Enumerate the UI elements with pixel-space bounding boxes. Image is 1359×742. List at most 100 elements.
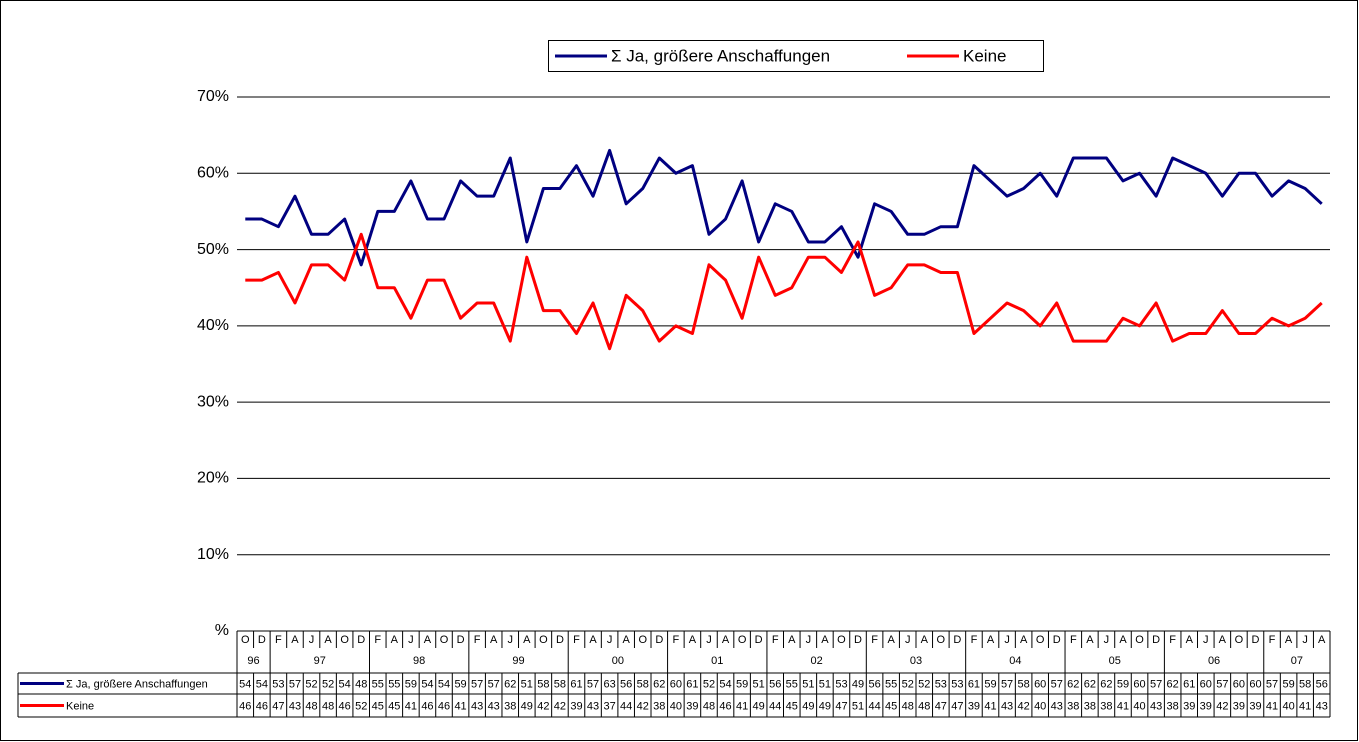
month-label: A	[722, 634, 730, 646]
table-value: 60	[1133, 678, 1145, 690]
month-label: O	[340, 634, 349, 646]
legend-label: Keine	[963, 46, 1006, 65]
table-value: 46	[421, 700, 433, 712]
series-line	[245, 148, 1323, 267]
table-value: 49	[802, 700, 814, 712]
y-tick-label: 70%	[197, 88, 229, 105]
table-value: 45	[885, 700, 897, 712]
table-value: 57	[1150, 678, 1162, 690]
legend-label: Σ Ja, größere Anschaffungen	[611, 46, 830, 65]
table-value: 44	[769, 700, 781, 712]
table-value: 38	[1100, 700, 1112, 712]
month-label: D	[258, 634, 266, 646]
table-value: 45	[786, 700, 798, 712]
month-label: A	[921, 634, 929, 646]
month-label: F	[1169, 634, 1176, 646]
month-label: F	[374, 634, 381, 646]
table-value: 49	[521, 700, 533, 712]
table-value: 47	[835, 700, 847, 712]
table-value: 48	[355, 678, 367, 690]
month-label: J	[1004, 634, 1010, 646]
table-value: 62	[1067, 678, 1079, 690]
table-value: 43	[471, 700, 483, 712]
table-value: 55	[786, 678, 798, 690]
table-value: 60	[1233, 678, 1245, 690]
table-value: 55	[388, 678, 400, 690]
table-value: 59	[1282, 678, 1294, 690]
table-value: 47	[272, 700, 284, 712]
year-label: 06	[1208, 655, 1220, 667]
month-label: A	[1318, 634, 1326, 646]
table-value: 42	[1018, 700, 1030, 712]
table-value: 59	[1117, 678, 1129, 690]
table-value: 40	[1133, 700, 1145, 712]
table-value: 53	[951, 678, 963, 690]
month-label: D	[556, 634, 564, 646]
table-value: 54	[239, 678, 251, 690]
table-value: 57	[1051, 678, 1063, 690]
month-label: D	[1152, 634, 1160, 646]
month-label: D	[1252, 634, 1260, 646]
y-tick-label: 40%	[197, 317, 229, 334]
month-label: O	[1036, 634, 1045, 646]
table-value: 62	[653, 678, 665, 690]
month-label: A	[1285, 634, 1293, 646]
month-label: D	[1053, 634, 1061, 646]
table-value: 46	[438, 700, 450, 712]
table-value: 59	[736, 678, 748, 690]
table-value: 58	[1299, 678, 1311, 690]
table-value: 37	[603, 700, 615, 712]
table-value: 43	[289, 700, 301, 712]
table-value: 61	[968, 678, 980, 690]
table-value: 58	[554, 678, 566, 690]
table-value: 44	[620, 700, 632, 712]
month-label: A	[1086, 634, 1094, 646]
table-value: 52	[902, 678, 914, 690]
table-value: 54	[719, 678, 731, 690]
month-label: F	[672, 634, 679, 646]
table-value: 52	[322, 678, 334, 690]
table-value: 45	[388, 700, 400, 712]
table-value: 57	[488, 678, 500, 690]
month-label: F	[275, 634, 282, 646]
month-label: O	[738, 634, 747, 646]
table-value: 38	[504, 700, 516, 712]
table-value: 42	[637, 700, 649, 712]
month-label: A	[623, 634, 631, 646]
table-value: 53	[272, 678, 284, 690]
table-value: 56	[769, 678, 781, 690]
month-label: F	[772, 634, 779, 646]
table-value: 39	[1233, 700, 1245, 712]
table-value: 39	[1200, 700, 1212, 712]
table-value: 45	[372, 700, 384, 712]
month-label: A	[324, 634, 332, 646]
month-label: F	[474, 634, 481, 646]
month-label: F	[1269, 634, 1276, 646]
table-value: 56	[868, 678, 880, 690]
year-label: 02	[810, 655, 822, 667]
month-label: J	[1104, 634, 1110, 646]
month-label: A	[987, 634, 995, 646]
table-value: 60	[1249, 678, 1261, 690]
year-label: 99	[512, 655, 524, 667]
table-value: 59	[454, 678, 466, 690]
table-value: 38	[1167, 700, 1179, 712]
month-label: J	[806, 634, 812, 646]
table-value: 41	[1299, 700, 1311, 712]
table-value: 51	[521, 678, 533, 690]
series-line	[245, 232, 1323, 351]
y-tick-label: 10%	[197, 546, 229, 563]
table-value: 39	[968, 700, 980, 712]
year-label: 03	[910, 655, 922, 667]
table-value: 49	[852, 678, 864, 690]
table-value: 62	[1100, 678, 1112, 690]
table-value: 60	[1200, 678, 1212, 690]
table-value: 46	[339, 700, 351, 712]
table-value: 40	[670, 700, 682, 712]
table-value: 57	[289, 678, 301, 690]
table-value: 57	[471, 678, 483, 690]
table-value: 40	[1034, 700, 1046, 712]
year-label: 01	[711, 655, 723, 667]
